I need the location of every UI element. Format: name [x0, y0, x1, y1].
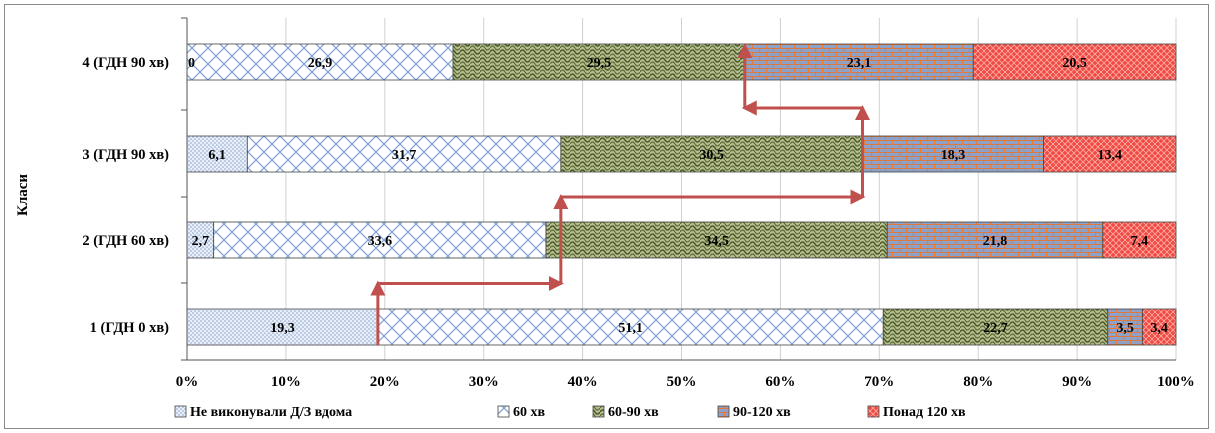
x-tick-label: 60%	[765, 374, 795, 390]
bar-segment	[862, 135, 1044, 173]
x-tick-label: 100%	[1157, 374, 1195, 390]
category-label: 3 (ГДН 90 хв)	[82, 147, 169, 163]
data-label: 21,8	[983, 234, 1008, 249]
chart-frame	[4, 4, 1209, 429]
data-labels: 19,3 51,1 22,7 3,5 3,4 2,7 33,6 34,5 21,8 7,4 6,1 3…	[188, 56, 1168, 336]
bar-segment	[744, 43, 974, 81]
data-label: 31,7	[392, 148, 417, 163]
x-tick-label: 80%	[963, 374, 993, 390]
legend-swatch	[497, 405, 510, 418]
bar-segment	[545, 221, 888, 259]
bar-segment	[1102, 221, 1177, 259]
data-label: 18,3	[941, 148, 966, 163]
x-tick-label: 90%	[1062, 374, 1092, 390]
bar-segment	[452, 43, 746, 81]
legend-swatch	[717, 405, 730, 418]
category-label: 2 (ГДН 60 хв)	[82, 233, 169, 249]
legend-label: Не виконували Д/З вдома	[190, 405, 352, 420]
x-tick-label: 70%	[864, 374, 894, 390]
data-label: 29,5	[587, 56, 612, 71]
x-tick-label: 40%	[568, 374, 598, 390]
data-label: 7,4	[1131, 234, 1149, 249]
bar-segment	[186, 221, 215, 259]
x-tick-label: 50%	[667, 374, 697, 390]
bar-segment	[1141, 308, 1177, 346]
data-label: 13,4	[1097, 148, 1122, 163]
bar-segment	[213, 221, 547, 259]
bars	[186, 43, 1177, 346]
bar-segment	[972, 43, 1177, 81]
data-label: 3,4	[1150, 321, 1168, 336]
legend-swatch	[867, 405, 880, 418]
data-label: 30,5	[699, 148, 724, 163]
legend: Не виконували Д/З вдома 60 хв 60-90 хв 90-1…	[174, 405, 966, 420]
bar-segment	[186, 135, 248, 173]
x-tick-label: 10%	[271, 374, 301, 390]
axes: 0% 10% 20% 30% 40% 50% 60% 70% 80% 90% 100% 1 (ГДН …	[82, 17, 1195, 390]
data-label: 3,5	[1116, 321, 1134, 336]
x-tick-label: 30%	[469, 374, 499, 390]
data-label: 51,1	[618, 321, 643, 336]
bar-segment	[1043, 135, 1177, 173]
legend-label: Понад 120 хв	[883, 405, 966, 420]
category-label: 4 (ГДН 90 хв)	[82, 55, 169, 71]
data-label: 33,6	[368, 234, 393, 249]
y-axis-label: Класи	[15, 174, 31, 216]
data-label: 2,7	[192, 234, 210, 249]
data-label: 26,9	[308, 56, 333, 71]
data-label: 6,1	[208, 148, 226, 163]
data-label: 23,1	[847, 56, 872, 71]
bar-segment	[246, 135, 562, 173]
legend-label: 60-90 хв	[608, 405, 659, 420]
bar-segment	[186, 308, 379, 346]
legend-label: 60 хв	[513, 405, 546, 420]
annotation-arrows	[370, 43, 870, 345]
x-tick-label: 0%	[176, 374, 199, 390]
category-label: 1 (ГДН 0 хв)	[90, 320, 169, 336]
data-label: 20,5	[1062, 56, 1087, 71]
bar-segment	[560, 135, 863, 173]
x-tick-label: 20%	[370, 374, 400, 390]
data-label: 19,3	[270, 321, 295, 336]
bar-segment	[186, 43, 454, 81]
data-label: 0	[188, 56, 195, 71]
data-label: 22,7	[983, 321, 1008, 336]
data-label: 34,5	[704, 234, 729, 249]
legend-label: 90-120 хв	[733, 405, 791, 420]
legend-swatch	[174, 405, 187, 418]
legend-swatch	[592, 405, 605, 418]
